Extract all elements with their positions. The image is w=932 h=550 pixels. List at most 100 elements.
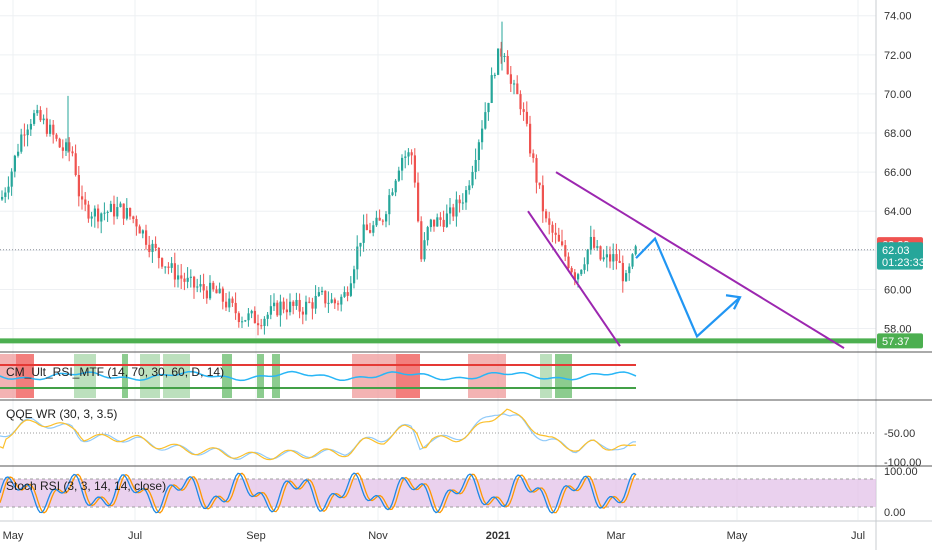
candle-body — [525, 111, 528, 124]
candle-body — [106, 211, 109, 213]
candle-body — [74, 153, 77, 176]
rsi-state-block — [468, 354, 506, 398]
candle-body — [634, 246, 637, 255]
candle-body — [113, 203, 116, 217]
candle-body — [58, 138, 61, 148]
candle-body — [599, 246, 602, 260]
candle-body — [100, 213, 103, 222]
candle-body — [631, 254, 634, 267]
rsi-state-block — [396, 354, 420, 398]
rsi-state-block — [163, 354, 190, 398]
candle-body — [132, 216, 135, 220]
candle-body — [561, 241, 564, 246]
candle-body — [407, 152, 410, 157]
candle-body — [455, 199, 458, 217]
candle-body — [413, 155, 416, 183]
candle-body — [180, 275, 183, 279]
candle-body — [231, 298, 234, 303]
candle-body — [90, 216, 93, 219]
price-badge — [877, 242, 923, 258]
candle-body — [225, 301, 228, 308]
price-axis[interactable]: 74.0072.0070.0068.0066.0064.0062.0060.00… — [877, 11, 925, 519]
candle-body — [39, 110, 42, 121]
candle-body — [253, 310, 256, 324]
candle-body — [20, 134, 23, 152]
candle-body — [484, 112, 487, 129]
candle-body — [177, 275, 180, 280]
candle-body — [573, 272, 576, 280]
price-badge-label: 57.37 — [882, 336, 910, 348]
candles — [1, 21, 637, 336]
candle-body — [369, 230, 372, 233]
candle-body — [170, 263, 173, 268]
candle-body — [545, 211, 548, 219]
stoch-band — [0, 479, 876, 507]
candle-body — [279, 301, 282, 316]
time-axis[interactable]: May Jul Sep Nov 2021 Mar May Jul — [3, 530, 865, 542]
indicator-panels: CM_Ult_RSI_MTF (14, 70, 30, 60, D, 14) QQ… — [0, 351, 932, 514]
price-badge-label: 62.03 — [882, 245, 910, 257]
candle-body — [474, 159, 477, 172]
time-tick-label: May — [727, 530, 748, 542]
candle-body — [311, 302, 314, 309]
candle-body — [388, 195, 391, 215]
candle-body — [503, 55, 506, 57]
qqe-tick-label: -50.00 — [884, 428, 915, 440]
price-tick-label: 66.00 — [884, 167, 912, 179]
candle-body — [385, 214, 388, 222]
price-tick-label: 72.00 — [884, 50, 912, 62]
candle-body — [305, 301, 308, 315]
candle-body — [122, 203, 125, 219]
candle-body — [333, 299, 336, 304]
candle-body — [461, 202, 464, 204]
candle-body — [353, 269, 356, 284]
stoch-tick-label: 100.00 — [884, 466, 918, 478]
candle-body — [141, 230, 144, 234]
candle-body — [401, 157, 404, 171]
candle-body — [452, 207, 455, 217]
candle-body — [282, 301, 285, 310]
candle-body — [29, 123, 32, 130]
candle-body — [119, 203, 122, 208]
candle-body — [138, 226, 141, 234]
candle-body — [609, 254, 612, 262]
candle-body — [330, 299, 333, 303]
rsi-state-block — [222, 354, 232, 398]
candle-body — [298, 299, 301, 312]
candle-body — [375, 217, 378, 226]
candle-body — [337, 303, 340, 305]
candle-body — [481, 128, 484, 143]
candle-body — [468, 185, 471, 191]
candle-body — [605, 254, 608, 258]
candle-body — [394, 180, 397, 193]
candle-body — [340, 296, 343, 305]
candle-body — [285, 309, 288, 313]
candle-body — [404, 156, 407, 158]
candle-body — [49, 124, 52, 134]
rsi-state-block — [555, 354, 572, 398]
candle-body — [202, 284, 205, 291]
rsi-state-block — [540, 354, 552, 398]
rsi-indicator-label: CM_Ult_RSI_MTF (14, 70, 30, 60, D, 14) — [6, 365, 224, 379]
candle-body — [36, 110, 39, 114]
candle-body — [244, 320, 247, 322]
candle-body — [109, 203, 112, 212]
projection-arrowhead — [725, 294, 742, 310]
candle-body — [237, 313, 240, 323]
candle-body — [308, 301, 311, 303]
candle-body — [193, 276, 196, 288]
candle-body — [84, 199, 87, 205]
candle-body — [87, 204, 90, 219]
candle-body — [247, 313, 250, 321]
candle-body — [423, 240, 426, 260]
candle-body — [157, 248, 160, 259]
stoch-k-line — [0, 472, 637, 514]
candle-body — [42, 118, 45, 121]
candle-body — [580, 269, 583, 275]
rsi-line — [0, 370, 637, 382]
candle-body — [529, 123, 532, 154]
time-tick-label: Nov — [368, 530, 388, 542]
candle-body — [500, 48, 503, 57]
